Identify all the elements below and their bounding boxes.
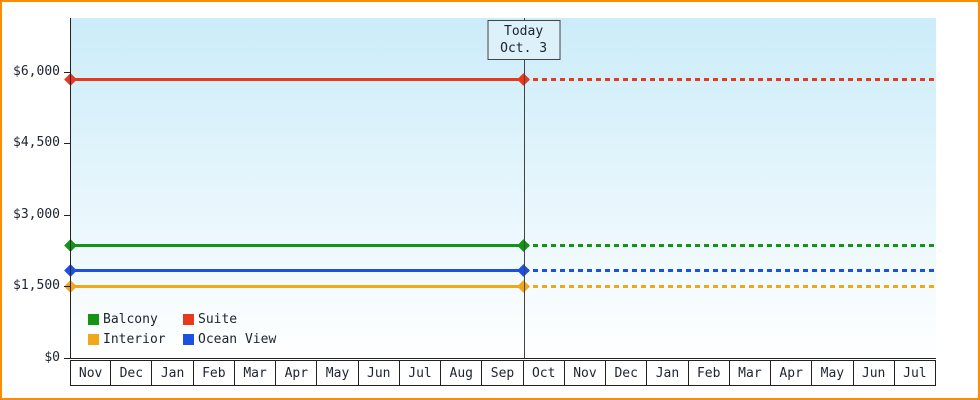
y-tick-mark	[64, 358, 70, 359]
legend-item-balcony: Balcony	[88, 311, 158, 327]
y-axis-line	[70, 18, 71, 358]
series-line-dotted-ocean-view	[523, 269, 936, 273]
x-axis-month-cell: Jun	[853, 360, 895, 386]
x-axis-month-cell: Dec	[111, 360, 153, 386]
y-tick-mark	[64, 143, 70, 145]
series-line-solid-interior	[70, 284, 524, 288]
x-axis-month-cell: Dec	[606, 360, 648, 386]
x-axis-month-cell: Aug	[441, 360, 483, 386]
today-line	[523, 18, 525, 358]
series-line-solid-suite	[70, 77, 524, 81]
x-axis-month-cell: Jun	[358, 360, 400, 386]
y-tick-mark	[64, 286, 70, 288]
y-axis-label: $4,500	[13, 135, 60, 151]
y-axis-label: $3,000	[13, 206, 60, 222]
legend-swatch-balcony	[88, 313, 99, 325]
series-line-solid-balcony	[70, 244, 524, 248]
legend-label: Suite	[198, 311, 238, 327]
legend-item-interior: Interior	[88, 331, 166, 347]
x-axis-month-cell: Jan	[152, 360, 194, 386]
legend-label: Balcony	[103, 311, 158, 327]
x-axis-month-cell: Apr	[771, 360, 813, 386]
legend-swatch-suite	[183, 313, 194, 325]
x-axis-month-cell: Nov	[564, 360, 607, 386]
today-label-box: Today Oct. 3	[487, 20, 561, 60]
legend-swatch-ocean-view	[183, 333, 194, 345]
x-axis-month-cell: Jul	[894, 360, 936, 386]
y-axis-label: $1,500	[13, 278, 60, 294]
x-axis-month-cell: Oct	[523, 360, 565, 386]
y-axis-label: $0	[44, 350, 60, 365]
series-line-solid-ocean-view	[70, 269, 524, 273]
today-label-line2: Oct. 3	[500, 41, 548, 56]
x-axis-month-cell: May	[317, 360, 359, 386]
legend-item-suite: Suite	[183, 311, 238, 327]
y-tick-mark	[64, 214, 70, 216]
series-line-dotted-interior	[523, 284, 936, 288]
plot-background	[70, 18, 936, 358]
x-axis-month-cell: May	[812, 360, 854, 386]
x-axis-month-cell: Jul	[399, 360, 442, 386]
legend-item-ocean-view: Ocean View	[183, 331, 277, 347]
legend-label: Ocean View	[198, 331, 277, 347]
x-axis-month-cell: Feb	[688, 360, 730, 386]
y-axis-label: $6,000	[13, 63, 60, 79]
x-axis-month-cell: Jan	[647, 360, 689, 386]
x-axis-month-cell: Mar	[234, 360, 277, 386]
x-axis-month-cell: Feb	[193, 360, 235, 386]
x-axis-month-cell: Apr	[276, 360, 318, 386]
x-axis-month-cell: Sep	[482, 360, 524, 386]
y-tick-mark	[64, 71, 70, 73]
x-axis-line	[70, 358, 936, 359]
series-line-dotted-balcony	[523, 244, 936, 248]
legend-swatch-interior	[88, 333, 99, 345]
today-label-line1: Today	[504, 24, 544, 39]
series-line-dotted-suite	[523, 77, 936, 81]
x-axis-month-cell: Mar	[729, 360, 772, 386]
x-axis-month-cell: Nov	[70, 360, 112, 386]
legend-label: Interior	[103, 331, 166, 347]
